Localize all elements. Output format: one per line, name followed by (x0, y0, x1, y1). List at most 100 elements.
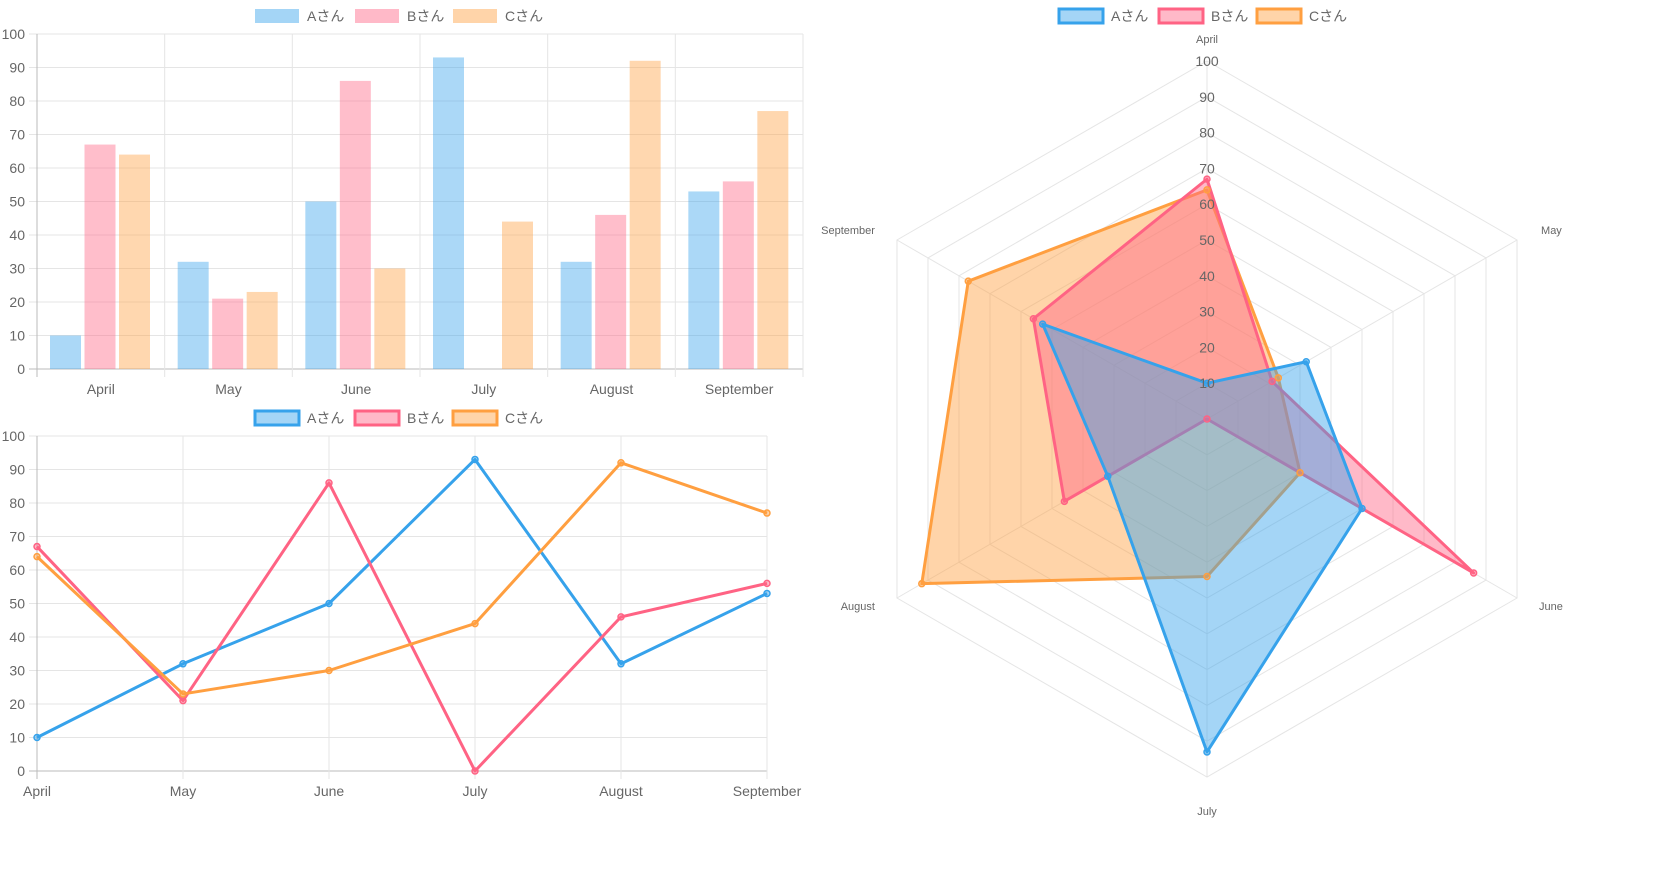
radar-point (1203, 379, 1211, 387)
radar-tick-label: 80 (1199, 125, 1215, 141)
legend-label: Cさん (1309, 8, 1347, 24)
y-tick-label: 40 (9, 629, 25, 645)
y-tick-label: 20 (9, 696, 25, 712)
x-tick-label: July (471, 381, 496, 397)
legend-label: Bさん (1211, 8, 1248, 24)
y-tick-label: 10 (9, 730, 25, 746)
radar-series (1041, 322, 1364, 754)
radar-axis-label: September (821, 225, 875, 237)
radar-spoke (1206, 239, 1518, 420)
data-point (471, 767, 479, 775)
bar (757, 111, 789, 370)
y-tick-label: 10 (9, 328, 25, 344)
radar-axis-label: August (841, 601, 875, 613)
data-point (763, 579, 771, 588)
y-tick-label: 60 (9, 562, 25, 578)
radar-point (1029, 315, 1038, 323)
data-point (179, 660, 187, 668)
bar (119, 154, 150, 369)
radar-axis-label: June (1539, 601, 1563, 613)
radar-point (1203, 572, 1211, 581)
data-point (763, 509, 771, 517)
y-tick-label: 30 (9, 663, 25, 679)
radar-tick-label: 90 (1199, 89, 1215, 105)
legend-label: Cさん (505, 8, 543, 24)
x-tick-label: July (463, 783, 488, 799)
bar (722, 181, 754, 369)
data-point (471, 619, 479, 628)
line-chart: Aさん Bさん Cさん 0 10 20 30 40 50 60 70 80 90 100 April May J… (2, 409, 802, 799)
data-point (617, 459, 625, 467)
bar-chart: Aさん Bさん Cさん 0 10 20 30 40 50 60 70 80 90 100 April May J… (2, 8, 804, 397)
radar-point (1038, 320, 1047, 328)
legend-swatch (1157, 7, 1205, 25)
radar-series (1031, 177, 1476, 575)
radar-point (1203, 415, 1211, 423)
data-point (617, 613, 625, 621)
x-tick-label: May (170, 783, 196, 799)
legend-swatch (451, 409, 499, 427)
bar (688, 191, 720, 369)
y-tick-label: 60 (9, 160, 25, 176)
radar-point (1203, 175, 1211, 183)
legend-label: Cさん (505, 410, 543, 426)
bar (595, 214, 627, 369)
y-tick-label: 80 (9, 495, 25, 511)
radar-axis-label: April (1196, 34, 1218, 46)
bar (560, 261, 592, 369)
radar-point (1203, 748, 1211, 756)
data-point (617, 660, 625, 668)
radar-point (1203, 186, 1211, 194)
x-tick-label: April (23, 783, 51, 799)
data-point (325, 599, 333, 608)
bar (433, 57, 464, 369)
radar-point (1274, 374, 1283, 382)
y-tick-label: 70 (9, 127, 25, 143)
x-tick-label: September (733, 783, 802, 799)
radar-tick-label: 70 (1199, 160, 1215, 176)
y-tick-label: 100 (2, 26, 26, 42)
y-tick-label: 100 (2, 428, 26, 444)
legend-label: Aさん (307, 410, 344, 426)
radar-point (1358, 504, 1366, 513)
radar-tick-label: 20 (1199, 339, 1215, 355)
legend-label: Aさん (1111, 8, 1148, 24)
legend-swatch (1057, 7, 1105, 25)
y-tick-label: 0 (17, 763, 25, 779)
y-tick-label: 30 (9, 261, 25, 277)
x-tick-label: May (215, 381, 241, 397)
legend-swatch (353, 409, 401, 427)
bar (212, 298, 244, 369)
y-tick-label: 50 (9, 194, 25, 210)
x-tick-label: June (314, 783, 345, 799)
radar-spoke (896, 239, 1208, 420)
bar (502, 221, 533, 369)
series-line (35, 481, 768, 773)
radar-point (1060, 497, 1069, 506)
radar-series (920, 188, 1302, 586)
legend-swatch (255, 9, 299, 23)
data-point (763, 589, 771, 598)
x-tick-label: April (87, 381, 115, 397)
y-tick-label: 20 (9, 294, 25, 310)
radar-point (964, 277, 973, 285)
data-point (179, 690, 187, 698)
bar (374, 268, 406, 369)
y-tick-label: 90 (9, 60, 25, 76)
data-point (33, 552, 41, 561)
legend-label: Bさん (407, 410, 444, 426)
bar (246, 291, 278, 369)
radar-point (1104, 472, 1112, 481)
bar (50, 335, 81, 369)
radar-axis-label: July (1197, 806, 1217, 818)
bar (84, 144, 116, 369)
radar-tick-label: 30 (1199, 304, 1215, 320)
data-point (325, 666, 333, 675)
x-tick-label: September (705, 381, 774, 397)
radar-chart: Aさん Bさん Cさん April May June July August September… (821, 7, 1563, 818)
data-point (325, 479, 333, 487)
x-tick-label: August (590, 381, 634, 397)
data-point (33, 542, 41, 551)
bar (305, 201, 337, 369)
y-tick-label: 50 (9, 596, 25, 612)
